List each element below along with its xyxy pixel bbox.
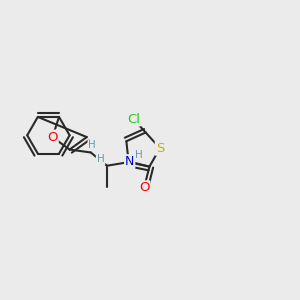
Text: O: O	[47, 130, 58, 144]
Text: N: N	[125, 155, 134, 168]
Text: H: H	[97, 154, 104, 164]
Text: H: H	[88, 140, 96, 150]
Text: H: H	[135, 150, 142, 160]
Text: O: O	[139, 181, 149, 194]
Text: S: S	[156, 142, 164, 155]
Text: Cl: Cl	[127, 112, 140, 125]
